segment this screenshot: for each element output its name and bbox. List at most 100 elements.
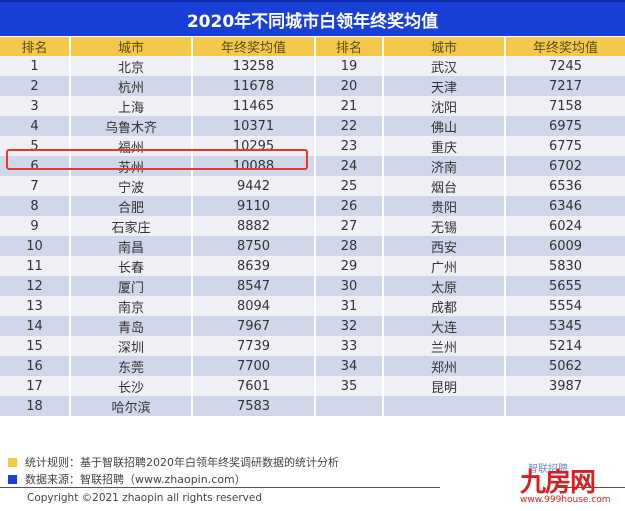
cell-value: 6536 <box>504 176 625 196</box>
legend-item-rule: 统计规则：基于智联招聘2020年白领年终奖调研数据的统计分析 <box>8 454 339 470</box>
cell-value: 5345 <box>504 316 625 336</box>
cell-value: 7245 <box>504 56 625 76</box>
cell-rank: 3 <box>0 96 70 116</box>
watermark-brand: 九房网 <box>520 468 596 498</box>
cell-rank: 27 <box>314 216 383 236</box>
cell-city: 北京 <box>69 56 192 76</box>
cell-rank: 15 <box>0 336 70 356</box>
table-row: 8 合肥 9110 26 贵阳 6346 <box>0 196 625 216</box>
cell-value: 13258 <box>191 56 315 76</box>
cell-rank: 28 <box>314 236 383 256</box>
bonus-table: 排名 城市 年终奖均值 排名 城市 年终奖均值 1 北京 13258 19 武汉 7245… <box>0 37 625 416</box>
cell-rank: 5 <box>0 136 70 156</box>
divider <box>0 487 440 488</box>
cell-rank: 31 <box>314 296 383 316</box>
cell-rank: 11 <box>0 256 70 276</box>
cell-value: 6024 <box>504 216 625 236</box>
cell-value: 3987 <box>504 376 625 396</box>
table-row: 3 上海 11465 21 沈阳 7158 <box>0 96 625 116</box>
copyright: Copyright ©2021 zhaopin all rights reser… <box>27 492 263 504</box>
cell-city: 天津 <box>382 76 505 96</box>
cell-rank: 32 <box>314 316 383 336</box>
header-city-2: 城市 <box>382 37 505 56</box>
cell-rank: 25 <box>314 176 383 196</box>
cell-value: 6975 <box>504 116 625 136</box>
legend-text: 数据来源：智联招聘（www.zhaopin.com） <box>25 473 246 486</box>
cell-rank: 13 <box>0 296 70 316</box>
divider <box>555 487 625 488</box>
cell-value: 5214 <box>504 336 625 356</box>
table-row: 1 北京 13258 19 武汉 7245 <box>0 56 625 76</box>
cell-value: 7158 <box>504 96 625 116</box>
cell-value <box>504 396 625 416</box>
cell-rank <box>314 396 383 416</box>
cell-rank: 14 <box>0 316 70 336</box>
cell-rank: 18 <box>0 396 70 416</box>
yellow-square-icon <box>8 457 17 467</box>
cell-value: 7601 <box>191 376 315 396</box>
cell-city: 南京 <box>69 296 192 316</box>
cell-value: 11465 <box>191 96 315 116</box>
cell-value: 6009 <box>504 236 625 256</box>
cell-city: 广州 <box>382 256 505 276</box>
cell-value: 8882 <box>191 216 315 236</box>
table-row: 4 乌鲁木齐 10371 22 佛山 6975 <box>0 116 625 136</box>
header-value-2: 年终奖均值 <box>504 37 625 56</box>
cell-rank: 21 <box>314 96 383 116</box>
cell-city: 厦门 <box>69 276 192 296</box>
cell-rank: 26 <box>314 196 383 216</box>
cell-rank: 29 <box>314 256 383 276</box>
cell-city: 西安 <box>382 236 505 256</box>
cell-value: 7217 <box>504 76 625 96</box>
cell-rank: 8 <box>0 196 70 216</box>
cell-value: 10088 <box>191 156 315 176</box>
cell-rank: 6 <box>0 156 70 176</box>
table-row: 10 南昌 8750 28 西安 6009 <box>0 236 625 256</box>
cell-rank: 10 <box>0 236 70 256</box>
cell-value: 5830 <box>504 256 625 276</box>
cell-rank: 12 <box>0 276 70 296</box>
cell-rank: 23 <box>314 136 383 156</box>
cell-value: 8750 <box>191 236 315 256</box>
cell-rank: 20 <box>314 76 383 96</box>
cell-city <box>382 396 505 416</box>
cell-city: 长春 <box>69 256 192 276</box>
cell-city: 宁波 <box>69 176 192 196</box>
cell-value: 10295 <box>191 136 315 156</box>
cell-city: 哈尔滨 <box>69 396 192 416</box>
table-row: 9 石家庄 8882 27 无锡 6024 <box>0 216 625 236</box>
cell-value: 5062 <box>504 356 625 376</box>
header-rank-2: 排名 <box>314 37 383 56</box>
cell-rank: 2 <box>0 76 70 96</box>
cell-value: 5554 <box>504 296 625 316</box>
cell-city: 郑州 <box>382 356 505 376</box>
zhaopin-logo: 智联招聘 <box>528 464 568 475</box>
cell-rank: 30 <box>314 276 383 296</box>
cell-city: 青岛 <box>69 316 192 336</box>
cell-city: 武汉 <box>382 56 505 76</box>
legend-text: 统计规则：基于智联招聘2020年白领年终奖调研数据的统计分析 <box>25 456 339 469</box>
table-row: 14 青岛 7967 32 大连 5345 <box>0 316 625 336</box>
cell-city: 苏州 <box>69 156 192 176</box>
cell-city: 乌鲁木齐 <box>69 116 192 136</box>
cell-city: 合肥 <box>69 196 192 216</box>
cell-city: 昆明 <box>382 376 505 396</box>
legend-item-source: 数据来源：智联招聘（www.zhaopin.com） <box>8 471 246 487</box>
cell-city: 沈阳 <box>382 96 505 116</box>
cell-city: 长沙 <box>69 376 192 396</box>
table-row: 12 厦门 8547 30 太原 5655 <box>0 276 625 296</box>
cell-value: 10371 <box>191 116 315 136</box>
header-row: 排名 城市 年终奖均值 排名 城市 年终奖均值 <box>0 37 625 56</box>
cell-rank: 16 <box>0 356 70 376</box>
cell-value: 8547 <box>191 276 315 296</box>
cell-rank: 19 <box>314 56 383 76</box>
table-row: 13 南京 8094 31 成都 5554 <box>0 296 625 316</box>
watermark: 九房网 www.999house.com <box>520 462 620 510</box>
cell-rank: 24 <box>314 156 383 176</box>
cell-value: 6702 <box>504 156 625 176</box>
cell-city: 南昌 <box>69 236 192 256</box>
watermark-url: www.999house.com <box>520 495 611 505</box>
table-row: 18 哈尔滨 7583 <box>0 396 625 416</box>
cell-city: 成都 <box>382 296 505 316</box>
cell-value: 6346 <box>504 196 625 216</box>
